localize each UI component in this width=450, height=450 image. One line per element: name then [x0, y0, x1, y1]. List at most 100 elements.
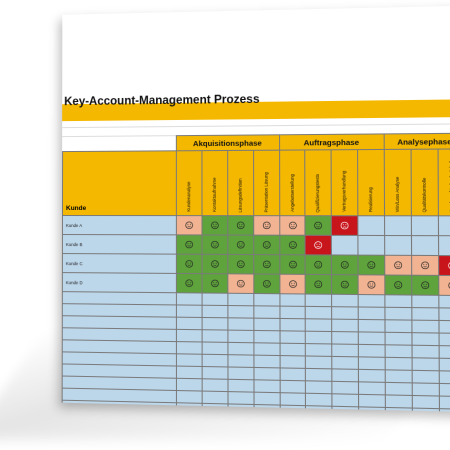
status-cell[interactable]	[202, 274, 228, 294]
status-cell[interactable]	[412, 383, 439, 396]
status-cell[interactable]	[228, 330, 254, 343]
status-cell[interactable]	[332, 394, 358, 407]
status-cell[interactable]	[227, 216, 253, 235]
status-cell[interactable]	[412, 295, 439, 308]
status-cell[interactable]	[439, 308, 450, 321]
status-cell[interactable]	[412, 275, 439, 295]
status-cell[interactable]	[202, 254, 228, 274]
status-cell[interactable]	[306, 294, 332, 307]
status-cell[interactable]	[358, 295, 385, 308]
status-cell[interactable]	[306, 274, 332, 294]
status-cell[interactable]	[254, 343, 280, 356]
status-cell[interactable]	[253, 274, 279, 294]
status-cell[interactable]	[202, 305, 228, 318]
status-cell[interactable]	[176, 366, 202, 379]
status-cell[interactable]	[176, 293, 202, 305]
status-cell[interactable]	[438, 256, 450, 276]
status-cell[interactable]	[412, 333, 439, 346]
status-cell[interactable]	[332, 344, 358, 357]
status-cell[interactable]	[358, 255, 385, 275]
status-cell[interactable]	[412, 345, 439, 358]
status-cell[interactable]	[358, 216, 385, 236]
status-cell[interactable]	[176, 354, 202, 367]
status-cell[interactable]	[306, 356, 332, 369]
status-cell[interactable]	[176, 273, 202, 293]
status-cell[interactable]	[385, 382, 412, 395]
status-cell[interactable]	[280, 294, 306, 307]
status-cell[interactable]	[439, 275, 450, 295]
status-cell[interactable]	[202, 342, 228, 355]
status-cell[interactable]	[439, 333, 450, 346]
status-cell[interactable]	[359, 394, 386, 407]
status-cell[interactable]	[412, 358, 439, 371]
status-cell[interactable]	[176, 305, 202, 318]
status-cell[interactable]	[439, 409, 450, 412]
status-cell[interactable]	[306, 368, 332, 381]
status-cell[interactable]	[202, 216, 228, 235]
status-cell[interactable]	[306, 331, 332, 344]
status-cell[interactable]	[412, 308, 439, 321]
status-cell[interactable]	[358, 344, 385, 357]
status-cell[interactable]	[176, 254, 202, 273]
status-cell[interactable]	[280, 331, 306, 344]
status-cell[interactable]	[280, 343, 306, 356]
status-cell[interactable]	[332, 381, 358, 394]
status-cell[interactable]	[358, 332, 385, 345]
status-cell[interactable]	[385, 395, 412, 408]
status-cell[interactable]	[202, 293, 228, 306]
status-cell[interactable]	[253, 255, 279, 275]
status-cell[interactable]	[332, 294, 358, 307]
status-cell[interactable]	[412, 370, 439, 383]
status-cell[interactable]	[385, 370, 412, 383]
status-cell[interactable]	[439, 371, 450, 384]
status-cell[interactable]	[306, 381, 332, 394]
status-cell[interactable]	[254, 367, 280, 380]
status-cell[interactable]	[332, 369, 358, 382]
status-cell[interactable]	[227, 254, 253, 274]
status-cell[interactable]	[411, 255, 438, 275]
status-cell[interactable]	[305, 255, 331, 275]
status-cell[interactable]	[306, 393, 332, 406]
status-cell[interactable]	[438, 236, 450, 256]
status-cell[interactable]	[176, 235, 202, 254]
status-cell[interactable]	[176, 342, 202, 355]
status-cell[interactable]	[412, 395, 439, 408]
status-cell[interactable]	[176, 391, 202, 404]
status-cell[interactable]	[176, 216, 202, 235]
status-cell[interactable]	[358, 275, 385, 295]
status-cell[interactable]	[332, 255, 358, 275]
status-cell[interactable]	[332, 332, 358, 345]
status-cell[interactable]	[439, 396, 450, 409]
status-cell[interactable]	[306, 319, 332, 332]
status-cell[interactable]	[279, 255, 305, 275]
status-cell[interactable]	[228, 379, 254, 392]
status-cell[interactable]	[438, 216, 450, 236]
status-cell[interactable]	[332, 356, 358, 369]
status-cell[interactable]	[228, 306, 254, 319]
status-cell[interactable]	[280, 368, 306, 381]
status-cell[interactable]	[385, 345, 412, 358]
status-cell[interactable]	[254, 392, 280, 405]
status-cell[interactable]	[332, 307, 358, 320]
status-cell[interactable]	[385, 275, 412, 295]
status-cell[interactable]	[411, 236, 438, 256]
status-cell[interactable]	[358, 357, 385, 370]
status-cell[interactable]	[280, 380, 306, 393]
status-cell[interactable]	[202, 354, 228, 367]
status-cell[interactable]	[202, 366, 228, 379]
status-cell[interactable]	[227, 293, 253, 306]
status-cell[interactable]	[254, 330, 280, 343]
status-cell[interactable]	[253, 235, 279, 255]
status-cell[interactable]	[332, 275, 358, 295]
status-cell[interactable]	[305, 216, 331, 236]
status-cell[interactable]	[228, 318, 254, 331]
status-cell[interactable]	[228, 342, 254, 355]
status-cell[interactable]	[358, 307, 385, 320]
status-cell[interactable]	[332, 319, 358, 332]
status-cell[interactable]	[439, 383, 450, 396]
status-cell[interactable]	[332, 235, 358, 255]
status-cell[interactable]	[385, 307, 412, 320]
status-cell[interactable]	[176, 378, 202, 391]
status-cell[interactable]	[306, 344, 332, 357]
status-cell[interactable]	[439, 320, 450, 333]
